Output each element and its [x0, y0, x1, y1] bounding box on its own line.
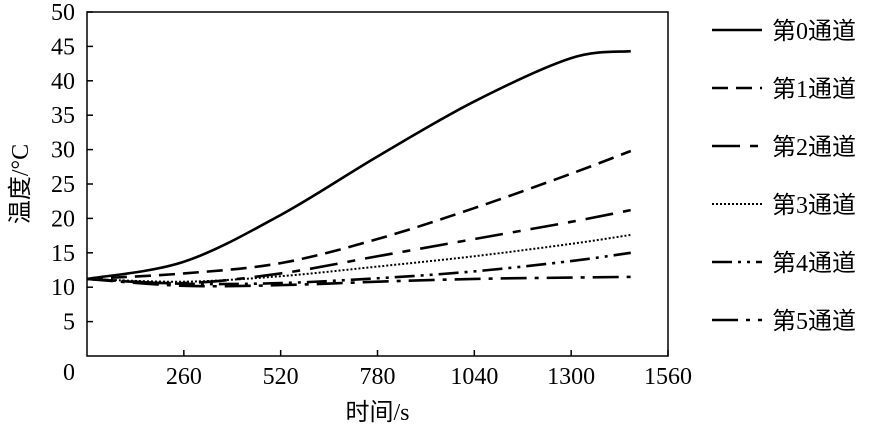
x-tick-label: 260 [166, 364, 202, 390]
legend-label-1: 第1通道 [772, 76, 856, 103]
plot-frame [86, 11, 669, 357]
legend-label-5: 第5通道 [772, 308, 856, 335]
legend-label-4: 第4通道 [772, 250, 856, 277]
y-tick-label: 30 [51, 138, 75, 164]
y-tick-label: 15 [51, 241, 75, 267]
y-axis-label: 温度/°C [7, 144, 34, 224]
y-tick-label: 10 [51, 275, 75, 301]
y-tick-label: 40 [51, 69, 75, 95]
series-line-4 [86, 251, 631, 286]
y-tick-label: 25 [51, 172, 75, 198]
series-line-3 [86, 233, 631, 283]
legend-label-3: 第3通道 [772, 192, 856, 219]
series-line-1 [86, 149, 632, 281]
legend-label-2: 第2通道 [772, 134, 856, 161]
x-tick-label: 520 [263, 364, 299, 390]
y-tick-label: 35 [51, 103, 75, 129]
x-tick-label: 780 [360, 364, 396, 390]
series-line-0 [86, 49, 631, 281]
x-tick-label: 1300 [547, 364, 595, 390]
series-line-5 [86, 275, 631, 288]
x-tick-label: 1560 [644, 364, 692, 390]
y-tick-label: 0 [63, 360, 75, 386]
y-tick-label: 20 [51, 206, 75, 232]
legend-label-0: 第0通道 [772, 18, 856, 45]
y-tick-label: 50 [51, 0, 75, 26]
y-tick-label: 5 [63, 310, 75, 336]
y-tick-label: 45 [51, 34, 75, 60]
x-axis-label: 时间/s [345, 399, 409, 426]
x-tick-label: 1040 [450, 364, 498, 390]
